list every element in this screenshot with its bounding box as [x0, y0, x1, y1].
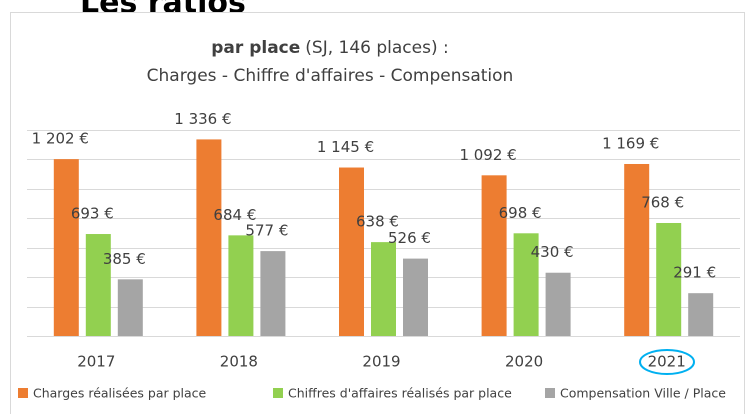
legend-label: Chiffres d'affaires réalisés par place: [288, 386, 512, 401]
value-label: 684 €: [213, 206, 256, 224]
chart-title: par place (SJ, 146 places) :: [211, 38, 449, 58]
title-rest: (SJ, 146 places) :: [305, 38, 448, 58]
bar: [339, 167, 364, 336]
value-label: 768 €: [641, 193, 684, 211]
value-label: 1 202 €: [32, 130, 89, 148]
value-label: 1 336 €: [174, 110, 231, 128]
bar: [513, 233, 539, 336]
bar: [371, 242, 396, 336]
legend-label: Compensation Ville / Place: [560, 386, 726, 401]
bar: [85, 234, 111, 336]
legend-swatch: [18, 388, 28, 398]
x-tick-label: 2021: [648, 353, 686, 371]
bar: [117, 279, 143, 336]
x-tick-label: 2018: [220, 353, 258, 371]
bar: [656, 222, 682, 336]
legend-swatch: [545, 388, 555, 398]
legend-label: Charges réalisées par place: [33, 386, 207, 401]
bars: 1 202 € 693 € 385 € 2017 1 336 € 684 €577 € 20…: [32, 110, 717, 371]
value-label: 698 €: [499, 204, 542, 222]
bar: [545, 272, 571, 336]
chart-frame: [10, 12, 745, 414]
value-label: 1 092 €: [459, 146, 516, 164]
highlight-circle: [639, 349, 695, 375]
legend-swatch: [273, 388, 283, 398]
bar: [228, 235, 254, 336]
value-label: 638 €: [356, 213, 399, 231]
bar: [481, 175, 507, 336]
title-bold: par place: [211, 38, 300, 58]
value-label: 1 169 €: [602, 134, 659, 152]
bar: [688, 293, 714, 336]
bar: [260, 251, 286, 336]
x-tick-label: 2019: [362, 353, 400, 371]
bar: [624, 163, 650, 336]
chart-subtitle: Charges - Chiffre d'affaires - Compensat…: [147, 66, 514, 86]
value-label: 430 €: [531, 243, 574, 261]
value-label: 526 €: [388, 229, 431, 247]
legend: Charges réalisées par place Chiffres d'af…: [18, 386, 726, 401]
value-label: 1 145 €: [317, 138, 374, 156]
bar: [53, 159, 79, 336]
bar: [196, 139, 222, 336]
x-tick-label: 2020: [505, 353, 543, 371]
bar: [403, 258, 428, 336]
value-label: 291 €: [673, 264, 716, 282]
value-label: 577 €: [245, 222, 288, 240]
value-label: 693 €: [71, 205, 114, 223]
x-tick-label: 2017: [77, 353, 115, 371]
value-label: 385 €: [103, 250, 146, 268]
